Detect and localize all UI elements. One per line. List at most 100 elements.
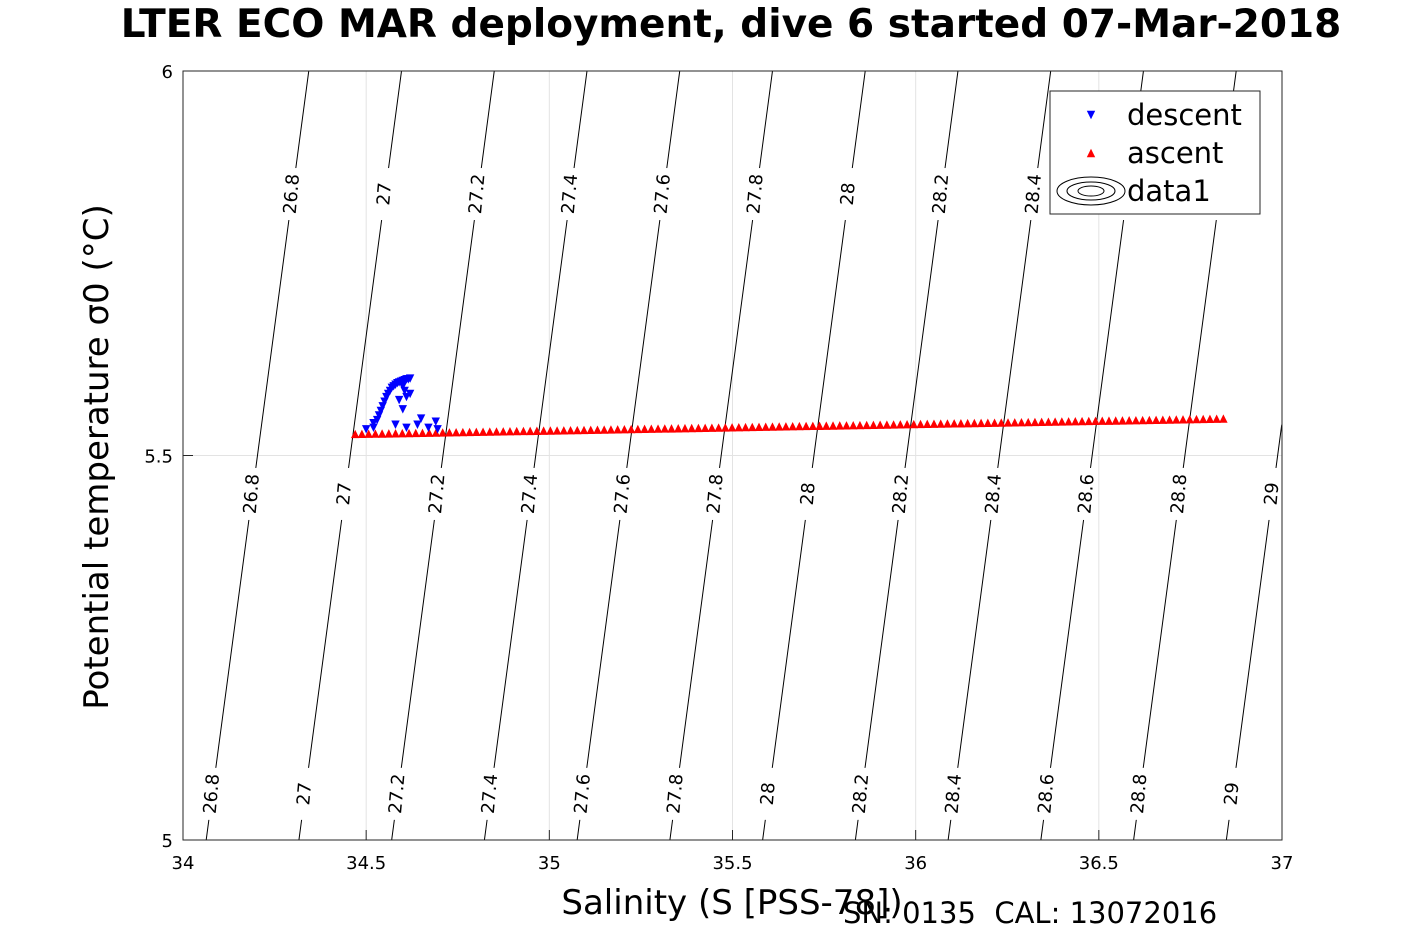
legend-ascent-marker [1086,148,1096,158]
legend-contour-icon [1056,176,1126,206]
ascent-point [929,419,939,428]
ascent-point [1071,417,1080,426]
contour-level-label: 28.8 [1127,773,1151,815]
ascent-point [923,419,932,429]
ascent-point [499,427,508,436]
contour-label-bg [242,467,263,520]
x-axis-label: Salinity (S [PSS-78]) [561,883,902,923]
ascent-point [1165,415,1174,424]
x-tick-label: 34.5 [346,853,386,874]
ascent-point [1077,416,1087,426]
contour-label-bg [653,168,674,221]
ascent-point [364,429,373,438]
contour-level-label: 27 [333,482,356,507]
contour-level-label: 28.2 [889,473,913,515]
contour-label-bg [480,767,501,820]
ascent-point [1024,417,1033,427]
ascent-point [660,424,669,433]
descent-point [398,405,407,414]
ascent-point [1044,417,1053,426]
x-tick-label: 36 [904,853,927,874]
ascent-point [532,426,542,435]
descent-point [413,420,422,429]
y-tick-label: 5 [162,831,173,852]
ascent-point [815,421,824,430]
ascent-point [1111,416,1120,425]
ascent-point [1104,416,1114,425]
ascent-point [714,423,723,432]
descent-point [369,423,378,433]
ascent-point [519,426,528,436]
ascent-point [761,422,770,431]
contour-label-bg [375,168,396,221]
contour-label-bg [1169,467,1190,520]
ascent-point [936,419,945,428]
ascent-point [889,420,898,429]
contour-level-label: 28 [797,482,820,507]
ascent-point [882,420,892,429]
contour-label-bg [666,767,687,820]
ascent-point [438,428,447,437]
ascent-point [741,422,750,432]
contour-level-label: 26.8 [280,173,304,215]
ascent-point [1084,416,1093,426]
contour-label-bg [758,767,779,820]
ascent-point [458,427,468,437]
ascent-point [451,427,461,437]
ascent-point [983,418,993,427]
ascent-point [411,428,420,438]
contour-level-label: 27.8 [703,473,727,515]
ascent-point [606,425,616,434]
ascent-point [849,420,858,430]
ascent-point [579,425,589,435]
ascent-point [1192,414,1201,424]
x-tick-label: 37 [1271,853,1294,874]
contour-level-label: 27 [373,182,396,207]
ascent-point [1198,414,1208,424]
contour-level-label: 27.8 [663,773,687,815]
contour-label-bg [931,168,952,221]
ascent-point [505,427,515,436]
contour-level-label: 28.6 [1034,773,1058,815]
descent-point [391,420,400,429]
ascent-point [734,422,744,432]
x-tick-label: 35.5 [712,853,752,874]
ascent-point [653,424,663,433]
ascent-point [546,426,555,435]
contour-level-label: 27.6 [651,173,675,215]
ascent-point [680,423,690,433]
contour-level-label: 27.2 [465,173,489,215]
contour-label-bg [1222,767,1243,820]
contour-level-label: 26.8 [200,773,224,815]
descent-point [405,374,415,383]
ascent-point [391,429,400,438]
ascent-point [425,428,434,437]
contour-level-label: 28.2 [849,773,873,815]
descent-point [398,382,407,391]
ascent-point [721,423,730,432]
ascent-point [593,425,602,434]
descent-point [402,423,411,433]
contour-level-label: 27.8 [743,173,767,215]
ascent-point [768,422,777,431]
ascent-point [1185,414,1194,424]
descent-point [433,425,442,434]
ascent-point [566,425,575,435]
ascent-point [801,421,811,431]
ascent-point [1172,415,1181,424]
ascent-point [828,421,838,430]
legend-entry-label: descent [1127,98,1242,132]
ascent-point [694,423,703,433]
ascent-point [1158,415,1168,424]
contour-label-bg [520,467,541,520]
contour-label-bg [891,467,912,520]
contour-group: 26.8 26.8 26.8 27 27 27 27.2 27.2 27.2 27.4 27.4 27… [200,70,1283,841]
contour-label-bg [613,467,634,520]
ascent-point [976,418,986,428]
y-tick-label: 6 [162,62,173,83]
contour-label-bg [706,467,727,520]
legend-entry-label: ascent [1127,136,1223,170]
ascent-point [1037,417,1046,427]
ascent-point [808,421,818,431]
ascent-point [384,429,394,438]
